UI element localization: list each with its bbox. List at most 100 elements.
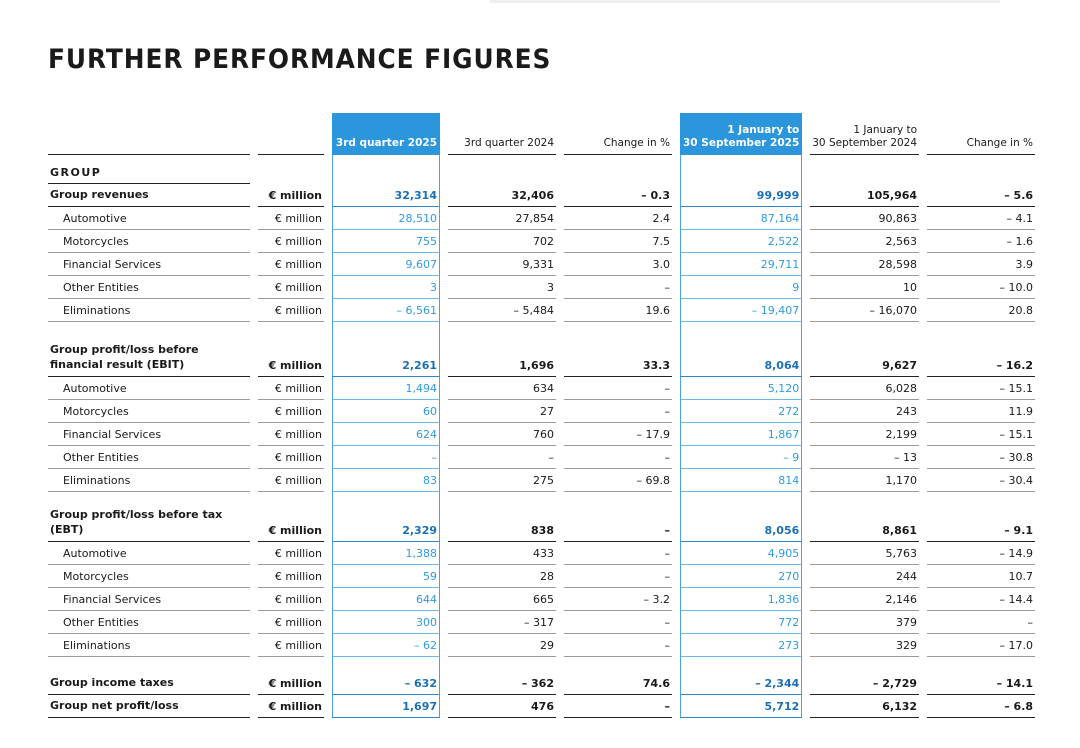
value-cell: 634 (448, 377, 556, 400)
row-label: Group profit/loss before financial resul… (48, 342, 250, 377)
value-cell: 5,712 (680, 695, 803, 718)
row-label: Motorcycles (48, 230, 250, 253)
value-cell: – (564, 634, 672, 657)
column-header: 3rd quarter 2024 (448, 113, 556, 155)
row-label: Eliminations (48, 299, 250, 322)
value-cell: 87,164 (680, 207, 803, 230)
row-unit: € million (258, 342, 324, 377)
row-label: Other Entities (48, 446, 250, 469)
cell (332, 657, 440, 672)
value-cell: 60 (332, 400, 440, 423)
row-label: Automotive (48, 207, 250, 230)
value-cell: 379 (810, 611, 920, 634)
table-body: 3rd quarter 2025 3rd quarter 2024 Change i… (48, 113, 1036, 718)
row-unit: € million (258, 695, 324, 718)
cell (810, 155, 919, 184)
value-cell: – 0.3 (564, 184, 672, 207)
cell (258, 657, 324, 672)
row-unit: € million (258, 184, 324, 207)
value-cell: – 2,729 (810, 672, 920, 695)
value-cell: 9,607 (332, 253, 440, 276)
row-label: Group net profit/loss (48, 695, 250, 718)
cell (48, 492, 250, 507)
value-cell: 3 (448, 276, 556, 299)
value-cell: 6,028 (810, 377, 920, 400)
value-cell: 3.0 (564, 253, 672, 276)
cell (258, 322, 324, 342)
value-cell: – 17.9 (564, 423, 672, 446)
value-cell: – (332, 446, 440, 469)
value-cell: 7.5 (564, 230, 672, 253)
item-row: Financial Services € million 644 665 – 3.2 1,… (48, 588, 1036, 611)
value-cell: 2,522 (680, 230, 803, 253)
value-cell: – (564, 611, 672, 634)
row-unit: € million (258, 634, 324, 657)
value-cell: 755 (332, 230, 440, 253)
item-row: Automotive € million 28,510 27,854 2.4 87,164… (48, 207, 1036, 230)
cell (332, 492, 440, 507)
spacer-row (48, 322, 1035, 342)
cell (258, 492, 324, 507)
value-cell: – 5,484 (448, 299, 556, 322)
value-cell: 838 (448, 507, 556, 542)
cell (564, 492, 672, 507)
value-cell: – 16,070 (810, 299, 920, 322)
cell (48, 322, 250, 342)
value-cell: 5,763 (810, 542, 920, 565)
row-label: Other Entities (48, 276, 250, 299)
value-cell: 32,314 (332, 184, 440, 207)
column-header: Change in % (927, 113, 1036, 155)
value-cell: 1,867 (680, 423, 803, 446)
value-cell: – (564, 507, 672, 542)
cell (564, 155, 672, 184)
column-header-line: 1 January to (853, 124, 918, 136)
header-cell (258, 113, 324, 155)
row-unit: € million (258, 276, 324, 299)
value-cell: – 6.8 (927, 695, 1036, 718)
value-cell: – 62 (332, 634, 440, 657)
value-cell: 244 (810, 565, 920, 588)
cell (564, 322, 672, 342)
value-cell: 90,863 (810, 207, 920, 230)
item-row: Motorcycles € million 59 28–270 244 10.7 (48, 565, 1036, 588)
row-unit: € million (258, 672, 324, 695)
value-cell: 74.6 (564, 672, 672, 695)
row-label: Eliminations (48, 634, 250, 657)
row-label: Financial Services (48, 588, 250, 611)
row-unit: € million (258, 377, 324, 400)
item-row: Motorcycles € million 60 27–272 243 11.9 (48, 400, 1036, 423)
row-unit: € million (258, 253, 324, 276)
cell (680, 492, 803, 507)
item-row: Eliminations € million – 6,561– 5,484 19.6–… (48, 299, 1036, 322)
value-cell: 10 (810, 276, 920, 299)
value-cell: 3 (332, 276, 440, 299)
value-cell: 10.7 (927, 565, 1036, 588)
value-cell: 20.8 (927, 299, 1036, 322)
item-row: Motorcycles € million 755 702 7.5 2,522 2,563–… (48, 230, 1036, 253)
value-cell: – 362 (448, 672, 556, 695)
row-label: Financial Services (48, 253, 250, 276)
value-cell: 273 (680, 634, 803, 657)
value-cell: 6,132 (810, 695, 920, 718)
value-cell: 33.3 (564, 342, 672, 377)
total-row: Group revenues € million 32,314 32,406 – 0.3… (48, 184, 1036, 207)
value-cell: – (564, 276, 672, 299)
value-cell: 2,563 (810, 230, 920, 253)
cell (810, 322, 919, 342)
cell (448, 155, 556, 184)
value-cell: 83 (332, 469, 440, 492)
value-cell: – (448, 446, 556, 469)
value-cell: – 10.0 (927, 276, 1036, 299)
value-cell: 28,510 (332, 207, 440, 230)
value-cell: 1,696 (448, 342, 556, 377)
value-cell: – 16.2 (927, 342, 1036, 377)
value-cell: 27 (448, 400, 556, 423)
row-label: Automotive (48, 542, 250, 565)
value-cell: – (927, 611, 1036, 634)
value-cell: 29 (448, 634, 556, 657)
value-cell: – (564, 446, 672, 469)
value-cell: 99,999 (680, 184, 803, 207)
value-cell: 644 (332, 588, 440, 611)
row-label: Eliminations (48, 469, 250, 492)
page-title: FURTHER PERFORMANCE FIGURES (48, 44, 552, 75)
